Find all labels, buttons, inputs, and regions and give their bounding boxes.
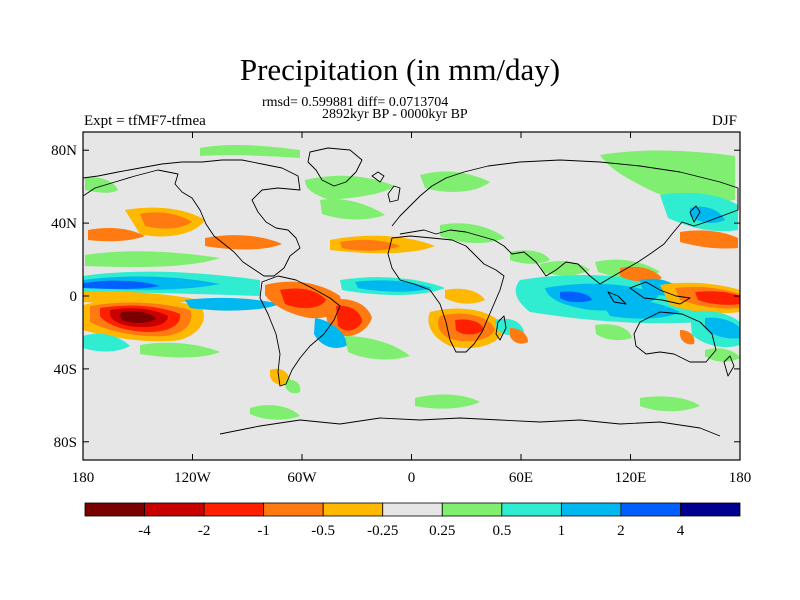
greenland-coast <box>307 147 363 187</box>
axis-ticks: 180 120W 60W 0 60E 120E 180 80N 40N 0 40S 80S <box>51 132 751 486</box>
new-zealand-coast <box>723 355 735 377</box>
anomaly-patch <box>120 311 156 323</box>
colorbar-label: 0.5 <box>492 523 511 539</box>
anomaly-patch <box>336 305 362 331</box>
anomaly-patch <box>415 394 480 409</box>
britain-coast <box>387 185 401 203</box>
anomaly-patch <box>640 396 700 412</box>
anomaly-patch <box>620 266 662 282</box>
colorbar-swatch <box>441 502 503 517</box>
x-tick-label: 120E <box>615 470 647 486</box>
experiment-label: Expt = tfMF7-tfmea <box>84 113 206 129</box>
anomaly-patch <box>600 298 680 319</box>
anomaly-patch <box>285 379 301 394</box>
colorbar-swatch <box>322 502 384 517</box>
anomaly-patch <box>83 280 160 289</box>
colorbar-label: 4 <box>677 523 685 539</box>
eurasia-coast <box>391 159 739 285</box>
y-tick-label: 0 <box>70 289 78 305</box>
period-subtitle: 2892kyr BP - 0000kyr BP <box>322 107 468 122</box>
anomaly-patch <box>600 150 735 202</box>
anomaly-patch <box>420 171 490 192</box>
season-label: DJF <box>712 113 738 129</box>
maritime-continent-coast <box>629 281 691 305</box>
anomaly-patch <box>200 144 300 158</box>
anomaly-patch <box>185 297 280 311</box>
iceland-coast <box>371 171 385 183</box>
anomaly-patch <box>280 288 326 309</box>
anomaly-patch <box>85 251 220 268</box>
anomaly-patch <box>445 288 485 304</box>
y-tick-label: 80N <box>51 143 77 159</box>
x-tick-label: 60W <box>287 470 317 486</box>
anomaly-patch <box>340 239 400 251</box>
y-tick-label: 80S <box>54 435 77 451</box>
anomaly-patch <box>595 324 632 341</box>
madagascar-coast <box>495 315 507 341</box>
colorbar-label: 1 <box>558 523 566 539</box>
japan-coast <box>689 205 701 223</box>
colorbar: -4 -2 -1 -0.5 -0.25 0.25 0.5 1 2 4 <box>84 502 741 539</box>
stats-subtitle: rmsd= 0.599881 diff= 0.0713704 <box>262 95 449 110</box>
anomaly-patch <box>455 319 484 335</box>
colorbar-label: -1 <box>257 523 270 539</box>
x-tick-label: 0 <box>408 470 416 486</box>
anomaly-patch <box>345 336 410 360</box>
sumatra-coast <box>607 291 627 305</box>
anomaly-patch <box>88 228 145 242</box>
north-america-coast <box>83 159 301 277</box>
anomaly-patch <box>705 317 740 339</box>
south-america-coast <box>259 275 341 387</box>
anomaly-patch <box>680 230 738 249</box>
colorbar-swatch <box>501 502 562 517</box>
anomaly-patch <box>510 328 528 344</box>
anomaly-patch <box>680 330 695 345</box>
colorbar-swatch <box>382 502 443 517</box>
anomaly-patch <box>205 235 282 250</box>
anomaly-patch <box>695 291 740 305</box>
anomaly-fields <box>83 144 740 420</box>
colorbar-label: -4 <box>138 523 151 539</box>
anomaly-patch <box>140 212 192 229</box>
colorbar-label: -0.5 <box>311 523 335 539</box>
colorbar-label: 2 <box>617 523 625 539</box>
antarctica-coast <box>219 417 721 437</box>
colorbar-swatch <box>84 502 145 517</box>
coastlines <box>83 147 739 437</box>
anomaly-patch <box>83 333 130 352</box>
x-tick-label: 60E <box>509 470 533 486</box>
colorbar-swatch <box>203 502 265 517</box>
colorbar-label: -2 <box>198 523 211 539</box>
australia-coast <box>633 311 717 363</box>
colorbar-label: -0.25 <box>367 523 398 539</box>
y-tick-label: 40S <box>54 362 77 378</box>
anomaly-patch <box>560 291 592 303</box>
colorbar-swatch <box>144 502 205 517</box>
map-title: Precipitation (in mm/day) <box>239 52 561 87</box>
anomaly-patch <box>320 199 385 220</box>
anomaly-patch <box>305 175 395 200</box>
anomaly-patch <box>250 405 300 420</box>
y-tick-label: 40N <box>51 216 77 232</box>
anomaly-patch <box>314 318 348 348</box>
colorbar-swatch <box>620 502 681 517</box>
colorbar-swatch <box>680 502 741 517</box>
x-tick-label: 180 <box>729 470 752 486</box>
x-tick-label: 180 <box>72 470 95 486</box>
colorbar-swatch <box>263 502 324 517</box>
colorbar-label: 0.25 <box>429 523 455 539</box>
x-tick-label: 120W <box>174 470 212 486</box>
colorbar-swatch <box>560 502 622 517</box>
anomaly-patch <box>140 342 220 358</box>
africa-coast <box>387 235 505 353</box>
